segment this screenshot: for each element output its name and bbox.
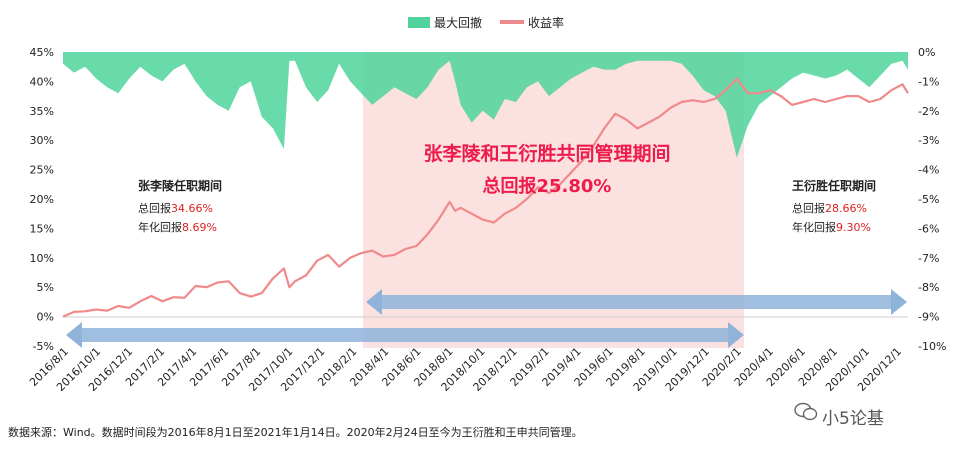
y-left-tick-label: 35% — [30, 105, 54, 118]
y-left-tick-label: 10% — [30, 252, 54, 265]
wechat-icon — [794, 402, 818, 421]
period-title: 王衍胜任职期间 — [792, 178, 876, 193]
watermark: 小5论基 — [822, 409, 884, 429]
y-right-tick-label: -10% — [918, 340, 946, 353]
legend: 最大回撤 收益率 — [408, 15, 564, 30]
legend-label-return: 收益率 — [528, 15, 564, 30]
period-annotation-zhang: 张李陵任职期间 总回报34.66% 年化回报8.69% — [138, 178, 222, 234]
period-total-label: 总回报 — [138, 201, 171, 215]
period-annual-label: 年化回报 — [792, 220, 836, 234]
y-right-tick-label: -8% — [918, 281, 939, 294]
svg-text:年化回报8.69%: 年化回报8.69% — [138, 220, 217, 234]
joint-period-total: 总回报25.80% — [483, 175, 612, 197]
y-right-tick-label: -4% — [918, 164, 939, 177]
y-right-tick-label: -9% — [918, 311, 939, 324]
y-right-tick-label: -6% — [918, 222, 939, 235]
return-line — [62, 77, 909, 318]
period-annotation-wang: 王衍胜任职期间 总回报28.66% 年化回报9.30% — [792, 178, 876, 234]
period-total-label: 总回报 — [792, 201, 825, 215]
x-axis: 2016/8/12016/10/12016/12/12017/2/12017/4… — [27, 345, 904, 394]
y-right-tick-label: -3% — [918, 134, 939, 147]
period-annual-value: 8.69% — [182, 221, 217, 234]
footer-note: 数据来源：Wind。数据时间段为2016年8月1日至2021年1月14日。202… — [8, 426, 583, 439]
drawdown-area — [63, 52, 908, 158]
y-axis-right: 0% -1% -2% -3% -4% -5% -6% -7% -8% -9% -10% — [918, 46, 946, 353]
y-left-tick-label: 30% — [30, 134, 54, 147]
y-right-tick-label: -1% — [918, 75, 939, 88]
y-right-tick-label: -5% — [918, 193, 939, 206]
y-left-tick-label: 5% — [37, 281, 54, 294]
legend-label-drawdown: 最大回撤 — [434, 15, 482, 30]
tenure-arrow-1 — [66, 322, 744, 348]
period-annual-value: 9.30% — [836, 221, 871, 234]
period-total-value: 28.66% — [825, 202, 867, 215]
svg-text:总回报34.66%: 总回报34.66% — [138, 201, 213, 215]
y-left-tick-label: 15% — [30, 222, 54, 235]
y-left-tick-label: -5% — [33, 340, 54, 353]
joint-period-annotation: 张李陵和王衍胜共同管理期间 总回报25.80% — [423, 142, 670, 197]
svg-text:总回报28.66%: 总回报28.66% — [792, 201, 867, 215]
y-right-tick-label: 0% — [918, 46, 935, 59]
y-right-tick-label: -2% — [918, 105, 939, 118]
y-left-tick-label: 0% — [37, 311, 54, 324]
y-left-tick-label: 20% — [30, 193, 54, 206]
y-left-tick-label: 45% — [30, 46, 54, 59]
y-axis-left: -5% 0% 5% 10% 15% 20% 25% 30% 35% 40% 45% — [30, 46, 54, 353]
y-left-tick-label: 40% — [30, 75, 54, 88]
joint-period-title: 张李陵和王衍胜共同管理期间 — [423, 142, 670, 165]
y-left-tick-label: 25% — [30, 164, 54, 177]
tenure-arrow-2 — [366, 289, 907, 315]
legend-swatch-return — [500, 20, 524, 24]
svg-text:年化回报9.30%: 年化回报9.30% — [792, 220, 871, 234]
period-total-value: 34.66% — [171, 202, 213, 215]
period-annual-label: 年化回报 — [138, 220, 182, 234]
legend-swatch-drawdown — [408, 17, 430, 28]
y-right-tick-label: -7% — [918, 252, 939, 265]
period-title: 张李陵任职期间 — [138, 178, 222, 193]
